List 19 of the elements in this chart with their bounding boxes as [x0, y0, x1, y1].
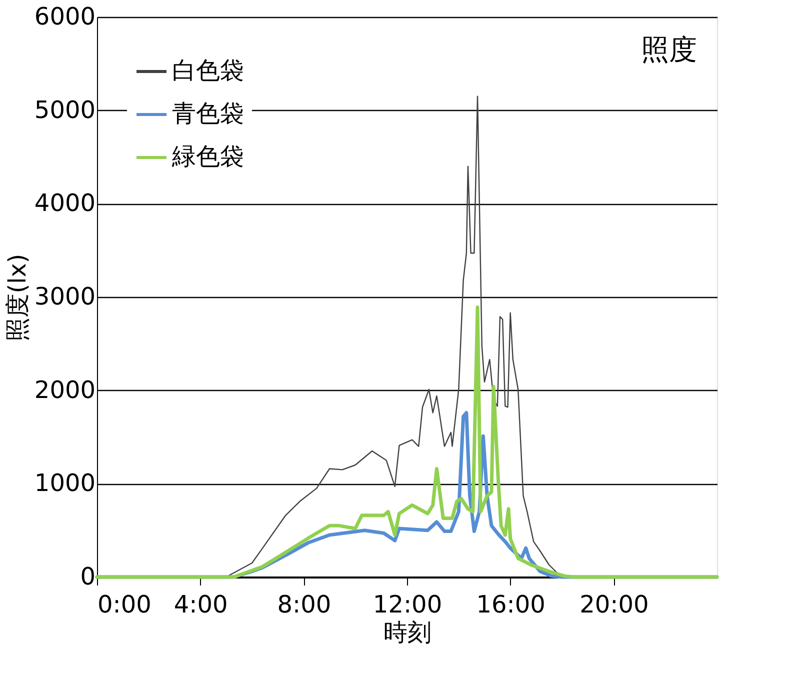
y-tick-label: 4000: [34, 189, 96, 218]
x-tick-label: 12:00: [372, 590, 442, 618]
y-tick-label: 3000: [34, 282, 96, 310]
y-tick-label: 0: [80, 562, 96, 590]
y-axis-title: 照度(lx): [3, 254, 32, 342]
x-tick-label: 16:00: [476, 590, 546, 618]
annotation: 照度: [641, 33, 697, 66]
y-tick-label: 5000: [34, 96, 96, 124]
legend-label: 白色袋: [172, 56, 244, 84]
x-tick-label: 8:00: [277, 590, 332, 618]
y-tick-label: 1000: [34, 469, 96, 498]
x-tick-label: 20:00: [580, 590, 649, 618]
legend-label: 青色袋: [172, 100, 244, 128]
x-tick-label: 0:00: [98, 590, 152, 618]
x-tick-label: 4:00: [174, 590, 228, 618]
legend-label: 緑色袋: [171, 142, 244, 170]
y-tick-label: 6000: [34, 2, 96, 30]
y-tick-label: 2000: [34, 376, 96, 404]
x-axis-title: 時刻: [384, 618, 432, 646]
